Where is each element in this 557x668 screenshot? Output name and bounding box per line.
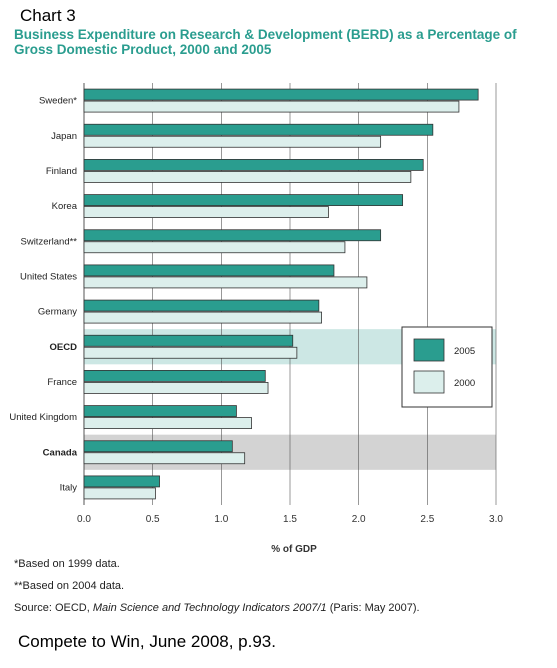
bar-2005-japan [83, 123, 434, 136]
x-tick-label-2-5: 2.5 [420, 514, 434, 525]
legend-label-2000: 2000 [454, 378, 475, 389]
footnote-2004: **Based on 2004 data. [14, 580, 125, 592]
bar-2005-united-kingdom [83, 405, 237, 417]
bar-2005-sweden [83, 88, 479, 101]
category-label-italy: Italy [60, 482, 78, 493]
bar-2000-united-kingdom [83, 417, 252, 429]
category-label-oecd: OECD [50, 342, 78, 353]
bar-2005-finland [83, 159, 424, 171]
legend-swatch-2000 [413, 370, 445, 394]
bar-2000-japan [83, 135, 382, 148]
source-note: Source: OECD, Main Science and Technolog… [14, 602, 420, 614]
bar-2000-oecd [83, 346, 298, 359]
bar-2005-switzerland [83, 229, 382, 242]
bar-2000-sweden [83, 100, 460, 113]
bar-2000-italy [83, 487, 156, 500]
footnote-1999: *Based on 1999 data. [14, 558, 120, 570]
x-tick-label-0-0: 0.0 [77, 514, 91, 525]
bar-2005-canada [83, 440, 233, 453]
bar-2000-united-states [83, 276, 368, 289]
category-label-korea: Korea [52, 201, 78, 212]
source-prefix: Source: OECD, [14, 602, 93, 614]
source-title: Main Science and Technology Indicators 2… [92, 602, 327, 614]
x-tick-label-1-5: 1.5 [283, 514, 297, 525]
x-tick-label-1-0: 1.0 [214, 514, 228, 525]
citation: Compete to Win, June 2008, p.93. [18, 632, 276, 651]
chart-title: Business Expenditure on Research & Devel… [14, 27, 517, 57]
x-tick-label-3-0: 3.0 [489, 514, 503, 525]
x-tick-label-0-5: 0.5 [146, 514, 160, 525]
bar-2000-korea [83, 206, 329, 218]
bar-2005-oecd [83, 334, 294, 347]
category-label-finland: Finland [46, 166, 77, 177]
bar-2000-canada [83, 452, 246, 465]
bar-2000-switzerland [83, 241, 346, 254]
category-label-switzerland: Switzerland** [21, 236, 78, 247]
legend-label-2005: 2005 [454, 346, 475, 357]
bar-2005-korea [83, 194, 404, 206]
bar-2000-germany [83, 311, 322, 324]
category-label-japan: Japan [51, 131, 77, 142]
category-label-germany: Germany [38, 307, 77, 318]
category-label-sweden: Sweden* [39, 96, 77, 107]
chart-label: Chart 3 [20, 6, 76, 25]
category-label-canada: Canada [43, 447, 78, 458]
bar-2005-italy [83, 475, 160, 488]
legend-swatch-2005 [413, 338, 445, 362]
category-label-france: France [47, 377, 77, 388]
bar-2005-united-states [83, 264, 335, 277]
source-suffix: (Paris: May 2007). [326, 602, 420, 614]
bar-2005-germany [83, 299, 320, 312]
bar-2000-france [83, 382, 269, 394]
x-tick-label-2-0: 2.0 [352, 514, 366, 525]
bar-2005-france [83, 370, 266, 382]
category-label-united-kingdom: United Kingdom [9, 412, 77, 423]
x-axis-label: % of GDP [271, 544, 317, 555]
bar-2000-finland [83, 171, 412, 183]
category-label-united-states: United States [20, 271, 77, 282]
